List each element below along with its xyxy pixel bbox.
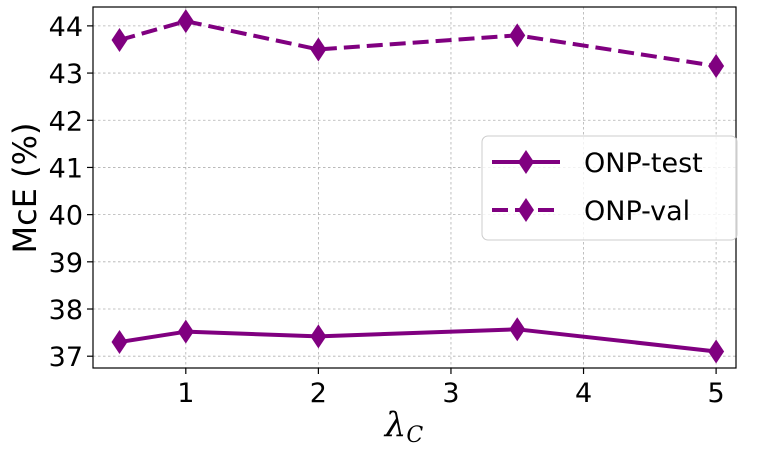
y-tick-label-2: 39 xyxy=(49,248,83,279)
y-axis-label: McE (%) xyxy=(6,123,44,254)
x-axis-label: λC xyxy=(383,405,424,448)
x-tick-label-4: 5 xyxy=(708,378,725,409)
x-tick-label-3: 4 xyxy=(575,378,592,409)
series-line-onp-test xyxy=(119,327,717,354)
legend: ONP-test ONP-val xyxy=(481,135,738,241)
x-tick-label-0: 1 xyxy=(177,378,194,409)
y-tick-label-5: 42 xyxy=(49,106,83,137)
legend-label-onp-test: ONP-test xyxy=(584,148,703,179)
marker-onp-test-0 xyxy=(111,330,128,355)
y-tick-label-7: 44 xyxy=(49,12,83,43)
y-tick-label-4: 41 xyxy=(49,153,83,184)
x-tick-label-1: 2 xyxy=(310,378,327,409)
marker-onp-val-4 xyxy=(708,53,725,78)
marker-onp-test-4 xyxy=(708,339,725,364)
x-axis-label-subscript: C xyxy=(406,423,423,448)
marker-onp-val-0 xyxy=(111,28,128,53)
marker-onp-val-2 xyxy=(310,37,327,62)
x-tick-label-2: 3 xyxy=(442,378,459,409)
y-tick-label-1: 38 xyxy=(49,295,83,326)
y-tick-label-6: 43 xyxy=(49,59,83,90)
marker-onp-val-3 xyxy=(509,23,526,48)
legend-marker-onp-test xyxy=(518,150,534,174)
series-line-onp-val xyxy=(118,19,717,68)
series-layer xyxy=(111,9,725,364)
marker-onp-val-1 xyxy=(177,9,194,34)
legend-label-onp-val: ONP-val xyxy=(584,196,690,227)
legend-entries: ONP-test ONP-val xyxy=(492,148,703,227)
y-tick-label-3: 40 xyxy=(49,201,83,232)
legend-marker-onp-val xyxy=(518,198,534,222)
marker-onp-test-2 xyxy=(310,324,327,349)
marker-onp-test-3 xyxy=(509,317,526,342)
ticks-layer: 1 2 3 4 5 37 38 39 40 41 42 43 44 xyxy=(49,12,725,409)
x-axis-label-symbol: λ xyxy=(383,405,407,445)
marker-onp-test-1 xyxy=(177,319,194,344)
y-tick-label-0: 37 xyxy=(49,342,83,373)
